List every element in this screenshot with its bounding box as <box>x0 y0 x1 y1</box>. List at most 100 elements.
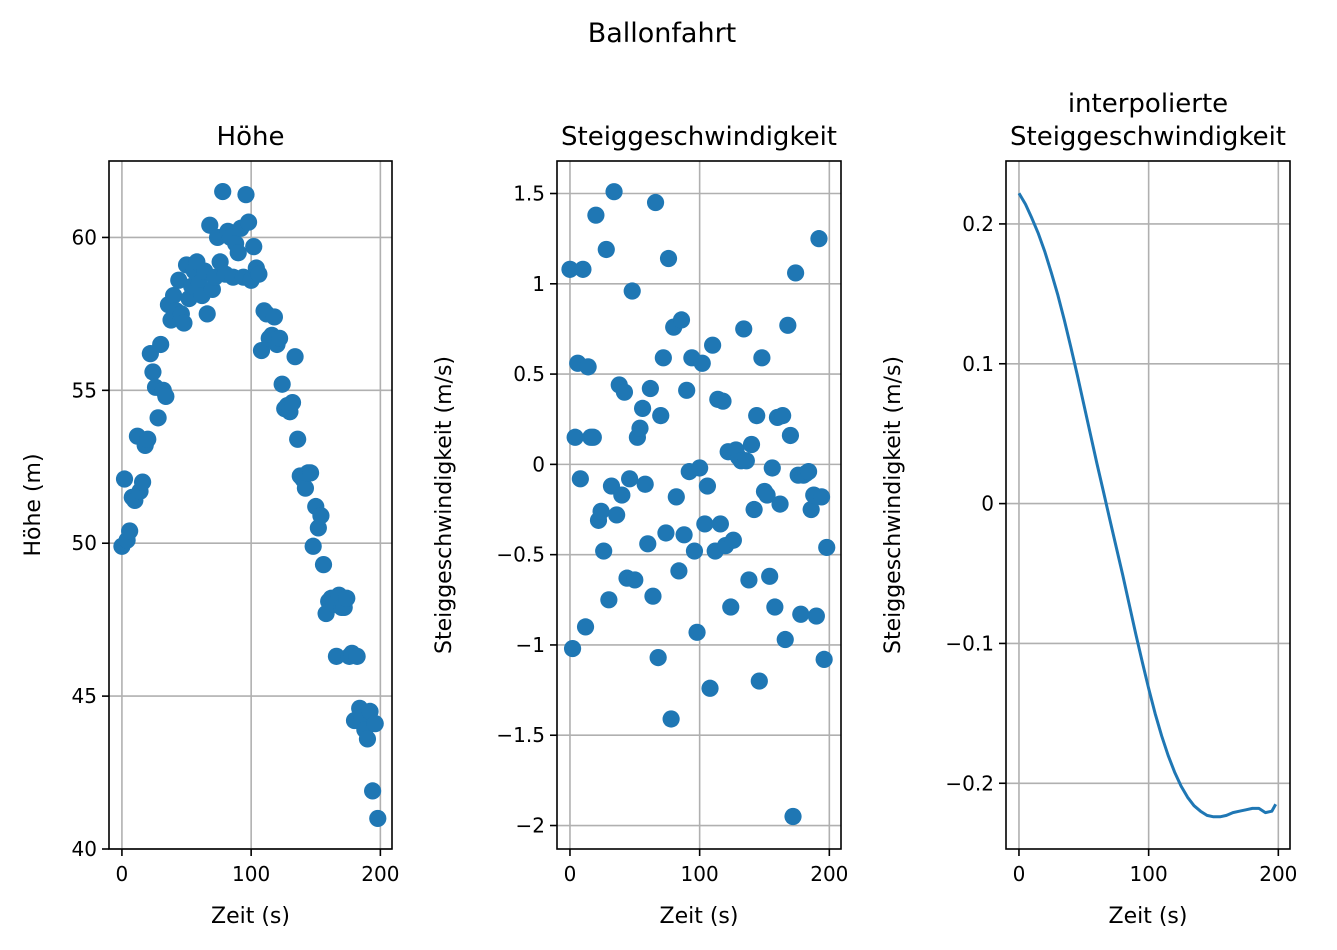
chart-1-data-point <box>289 430 307 448</box>
chart-2-data-point <box>652 407 670 425</box>
chart-2-data-point <box>667 488 685 506</box>
chart-1-y-tick-label: 50 <box>72 531 97 555</box>
chart-1-data-point <box>366 715 384 733</box>
chart-1-x-tick-label: 0 <box>116 862 129 886</box>
chart-1-data-point <box>273 375 291 393</box>
chart-2-data-point <box>748 407 766 425</box>
chart-1-data-point <box>252 341 271 360</box>
chart-2-data-point <box>698 477 717 495</box>
chart-2-data-point <box>696 515 714 533</box>
chart-1-data-point <box>327 647 346 665</box>
chart-2-data-point <box>574 260 592 278</box>
chart-2-data-point <box>771 495 789 513</box>
chart-2-data-point <box>685 542 704 560</box>
chart-2-data-point <box>659 249 678 268</box>
chart-2-data-point <box>691 459 709 477</box>
chart-3: 0 100 200 −0.2 −0.1 0 0.1 0.2 Zeit (s) Steiggesch… <box>881 89 1297 929</box>
chart-3-y-axis-label: Steiggeschwindigkeit (m/s) <box>881 356 906 654</box>
chart-1-data-point <box>152 335 170 354</box>
chart-1-y-tick-label: 40 <box>72 837 97 861</box>
chart-1: 0 100 200 40 45 50 55 60 Zeit (s) Höhe (m) Höhe <box>21 122 399 929</box>
chart-2-data-point <box>714 392 732 410</box>
chart-1-data-point <box>139 430 157 448</box>
chart-1-data-point <box>283 393 302 412</box>
chart-2-data-point <box>779 316 797 334</box>
chart-2-data-point <box>641 379 659 398</box>
chart-2-data-point <box>761 567 779 585</box>
chart-1-data-point <box>133 473 152 491</box>
chart-2-data-point <box>724 531 742 549</box>
chart-2-x-tick-label: 100 <box>681 862 719 886</box>
chart-2-data-point <box>802 500 820 519</box>
chart-1-y-tick-label: 55 <box>72 378 97 402</box>
chart-2-data-point <box>781 426 800 445</box>
chart-2-data-point <box>608 506 626 524</box>
chart-2-data-point <box>579 358 597 376</box>
chart-2-data-point <box>818 538 836 557</box>
chart-2-data-point <box>571 470 589 488</box>
chart-2-data-point <box>784 807 802 826</box>
chart-1-x-axis-label: Zeit (s) <box>211 904 290 929</box>
chart-2-data-point <box>636 475 654 493</box>
chart-2-data-point <box>626 571 644 589</box>
chart-1-data-point <box>121 522 139 540</box>
chart-1-data-point <box>165 286 183 305</box>
chart-3-series-line <box>1017 192 1278 819</box>
chart-1-data-point <box>358 730 377 748</box>
chart-2-y-tick-label: −1 <box>516 633 545 657</box>
chart-2-data-point <box>587 206 605 224</box>
chart-1-y-tick-label: 45 <box>72 684 97 708</box>
chart-2-data-point <box>810 230 828 248</box>
chart-2-data-point <box>745 500 763 519</box>
chart-1-data-point <box>149 409 167 427</box>
chart-1-data-point <box>157 387 175 406</box>
chart-2-data-point <box>566 428 584 446</box>
chart-2-data-point <box>750 672 768 690</box>
chart-1-data-point <box>201 216 219 234</box>
chart-2-data-point <box>776 630 794 649</box>
chart-1-data-point <box>237 186 255 204</box>
chart-2: 0 100 200 −2 −1.5 −1 −0.5 0 0.5 1 1.5 Zeit (s) Steig… <box>432 122 848 929</box>
figure-title: Ballonfahrt <box>588 18 737 49</box>
chart-2-data-point <box>639 535 657 553</box>
chart-2-x-tick-label: 200 <box>810 862 848 886</box>
chart-3-x-axis-label: Zeit (s) <box>1109 904 1188 929</box>
chart-2-data-point <box>633 399 652 417</box>
chart-2-data-point <box>807 607 825 625</box>
chart-2-data-point <box>704 336 722 354</box>
chart-1-data-point <box>229 244 247 262</box>
chart-1-data-point <box>198 305 216 323</box>
chart-2-data-point <box>561 260 579 278</box>
chart-2-data-point <box>815 650 833 668</box>
chart-2-data-point <box>758 486 776 504</box>
chart-2-data-point <box>722 598 740 616</box>
chart-2-data-point <box>654 349 672 367</box>
chart-1-x-tick-label: 200 <box>361 862 399 886</box>
chart-2-data-point <box>812 488 831 506</box>
chart-1-data-point <box>348 647 366 665</box>
chart-2-data-point <box>693 354 711 372</box>
chart-3-y-tick-label: 0 <box>981 492 994 516</box>
chart-3-title-line: interpolierte <box>1068 89 1228 119</box>
chart-3-y-tick-label: 0.1 <box>962 352 994 376</box>
chart-2-data-point <box>631 419 649 437</box>
chart-2-data-point <box>644 587 662 605</box>
chart-2-data-point <box>605 183 623 201</box>
chart-2-y-tick-label: 1 <box>532 272 545 296</box>
chart-2-y-tick-label: −2 <box>516 814 545 838</box>
chart-1-data-point <box>214 182 232 201</box>
chart-1-data-point <box>364 782 382 800</box>
chart-2-title: Steiggeschwindigkeit <box>561 122 837 152</box>
chart-2-data-point <box>672 311 691 329</box>
chart-2-data-point <box>787 264 805 282</box>
chart-1-x-tick-label: 100 <box>232 862 270 886</box>
chart-1-data-point <box>304 537 322 555</box>
chart-1-data-point <box>296 479 315 497</box>
chart-2-y-tick-label: 1.5 <box>513 182 545 206</box>
chart-2-x-tick-label: 0 <box>564 862 577 886</box>
chart-2-y-tick-label: −0.5 <box>496 543 545 567</box>
chart-1-y-axis-label: Höhe (m) <box>21 453 46 556</box>
chart-2-data-point <box>649 648 667 667</box>
chart-2-data-point <box>774 407 792 425</box>
chart-1-data-point <box>144 363 162 381</box>
